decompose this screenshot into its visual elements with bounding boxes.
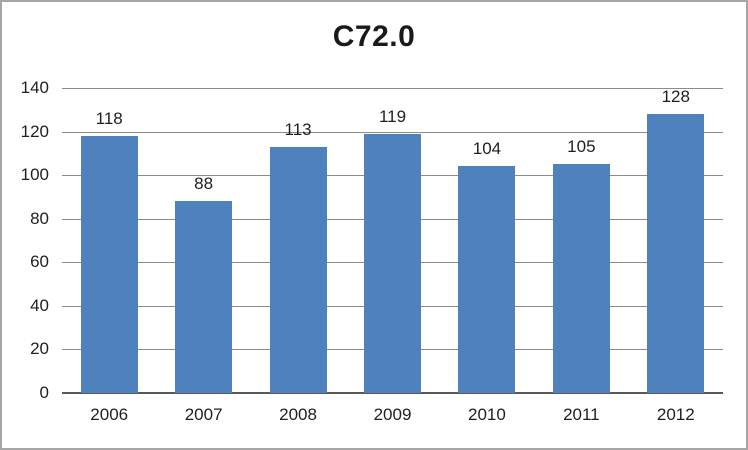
bar-2010 [458,166,516,393]
bar-2008 [269,146,327,393]
plot-area: 118 88 113 119 104 105 128 [62,87,723,394]
bar-value-label: 119 [378,106,407,126]
y-tick-label: 80 [30,208,49,228]
bar-2009 [364,133,421,393]
bar-value-label: 113 [284,119,312,139]
bar-value-label: 105 [567,137,596,157]
x-tick-label: 2010 [468,405,506,424]
y-tick-label: 20 [30,339,49,359]
x-tick-label: 2012 [656,405,695,424]
bar-value-label: 118 [95,108,123,128]
bar-2012 [647,114,705,393]
y-tick-label: 60 [30,252,49,272]
y-tick-label: 140 [20,78,49,97]
bar-value-label: 128 [661,87,690,107]
x-axis: 2006 2007 2008 2009 2010 2011 2012 [62,405,723,431]
x-tick-label: 2011 [563,405,600,424]
x-axis-line [62,392,723,394]
bar-2007 [175,201,233,393]
bar-value-label: 104 [472,139,502,159]
x-tick-label: 2007 [184,405,223,424]
gridline [62,88,723,89]
y-tick-label: 40 [30,295,49,315]
y-tick-label: 120 [20,121,49,141]
x-tick-label: 2009 [373,405,412,424]
y-tick-label: 100 [20,165,49,185]
y-tick-label: 0 [39,383,49,402]
y-axis: 0 20 40 60 80 100 120 140 [2,78,49,402]
chart-title: C72.0 [332,20,416,53]
gridline [62,131,723,133]
x-tick-label: 2006 [90,405,129,424]
x-tick-label: 2008 [279,405,317,424]
bar-value-label: 88 [194,174,214,194]
bar-2011 [552,164,610,393]
bar-2006 [80,135,138,393]
